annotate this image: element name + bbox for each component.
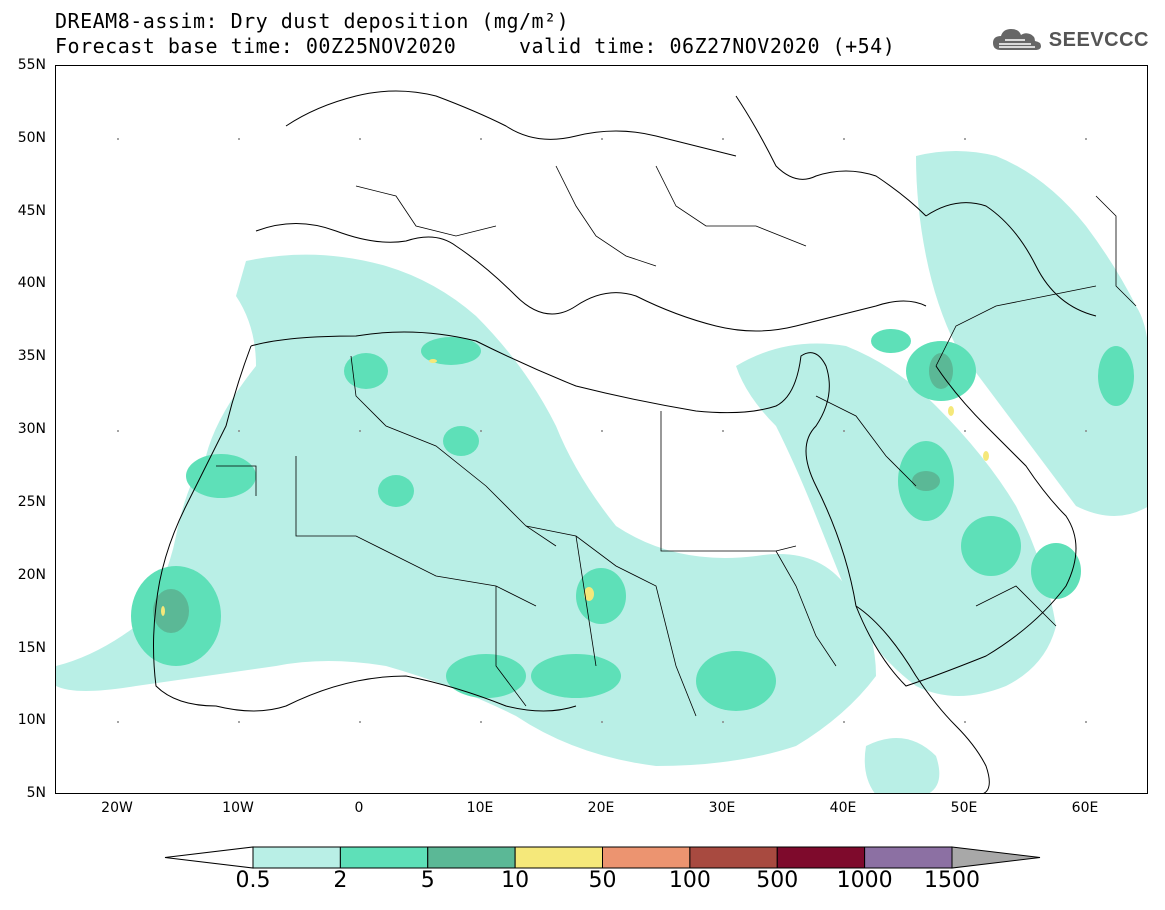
lat-label: 20N: [17, 567, 46, 583]
colorbar-low-triangle: [164, 846, 254, 869]
dust-shading-peak: [161, 359, 989, 616]
dust-deposition-map: [56, 90, 1147, 793]
lat-label: 55N: [17, 57, 46, 73]
lat-label: 5N: [26, 785, 46, 801]
colorbar-segment: [252, 846, 341, 869]
lat-label: 15N: [17, 640, 46, 656]
lon-label: 40E: [829, 800, 857, 816]
colorbar-segment: [776, 846, 866, 869]
graticule: [117, 138, 1087, 723]
forecast-time-line: Forecast base time: 00Z25NOV2020 valid t…: [55, 34, 896, 58]
colorbar-level-label: 50: [588, 868, 617, 893]
colorbar-level-label: 100: [668, 868, 711, 893]
lon-label: 20E: [587, 800, 615, 816]
colorbar-level-label: 2: [333, 868, 348, 893]
colorbar-segment: [514, 846, 603, 869]
seevccc-logo: SEEVCCC: [991, 26, 1149, 54]
lon-label: 10W: [222, 800, 254, 816]
lon-label: 0: [354, 800, 364, 816]
colorbar-level-label: 10: [501, 868, 530, 893]
colorbar-segment: [427, 846, 516, 869]
lat-label: 40N: [17, 275, 46, 291]
lon-label: 60E: [1071, 800, 1099, 816]
country-borders: [216, 165, 1137, 717]
map-area: [55, 65, 1148, 794]
dust-shading-heavy: [153, 353, 953, 633]
colorbar-high-triangle: [951, 846, 1041, 869]
colorbar-level-label: 1500: [924, 868, 980, 893]
dust-shading-light: [56, 151, 1147, 793]
colorbar-level-label: 500: [756, 868, 799, 893]
colorbar-segment: [602, 846, 691, 869]
lon-label: 20W: [101, 800, 133, 816]
lat-label: 50N: [17, 130, 46, 146]
lat-label: 25N: [17, 494, 46, 510]
colorbar-level-label: 1000: [836, 868, 893, 893]
logo-text: SEEVCCC: [1048, 28, 1149, 51]
coastlines: [153, 90, 1097, 793]
lon-label: 10E: [466, 800, 494, 816]
colorbar-level-label: 0.5: [235, 868, 271, 893]
lat-label: 35N: [17, 348, 46, 364]
colorbar-level-label: 5: [420, 868, 435, 893]
colorbar: [164, 846, 1041, 869]
colorbar-segment: [339, 846, 429, 869]
cloud-icon: [992, 29, 1041, 50]
colorbar-segment: [864, 846, 953, 869]
lon-label: 30E: [708, 800, 736, 816]
lat-label: 10N: [17, 712, 46, 728]
lon-label: 50E: [950, 800, 978, 816]
colorbar-segment: [689, 846, 778, 869]
dust-shading-moderate: [131, 329, 1134, 711]
map-title: DREAM8-assim: Dry dust deposition (mg/m²…: [55, 9, 570, 33]
lat-label: 30N: [17, 421, 46, 437]
lat-label: 45N: [17, 203, 46, 219]
